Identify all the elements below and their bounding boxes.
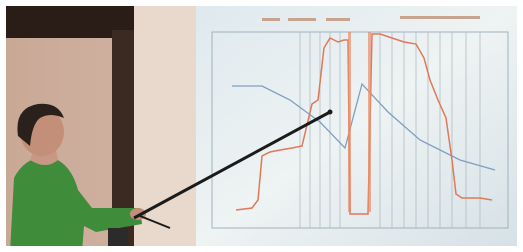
page-body <box>0 0 523 252</box>
page: Presentation photo {} html, body { margi… <box>0 0 523 252</box>
photo <box>0 0 523 252</box>
projection <box>196 6 518 246</box>
pointer-tip <box>328 110 333 115</box>
projected-marker-a <box>348 32 351 212</box>
projected-marker-b <box>368 32 371 212</box>
